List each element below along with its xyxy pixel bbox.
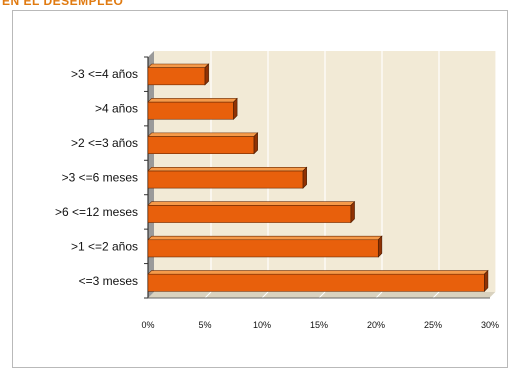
x-tick-label: 15% bbox=[310, 320, 328, 330]
bar-front bbox=[147, 205, 352, 223]
bar-front bbox=[147, 136, 255, 154]
header-title: EN EL DESEMPLEO bbox=[2, 0, 124, 8]
bar bbox=[147, 63, 210, 86]
gridline-floor bbox=[204, 291, 212, 299]
category-label: >1 <=2 años bbox=[71, 239, 138, 253]
gridline-floor bbox=[318, 291, 326, 299]
gridline-floor bbox=[375, 291, 383, 299]
gridline-floor bbox=[489, 291, 497, 299]
bar-front bbox=[147, 170, 304, 189]
bar bbox=[147, 97, 238, 120]
category-label: >3 <=6 meses bbox=[62, 171, 138, 185]
category-label: <=3 meses bbox=[79, 274, 138, 288]
bar-top bbox=[147, 201, 356, 206]
bar-end bbox=[233, 97, 238, 120]
bar-front bbox=[147, 273, 485, 292]
bar-top bbox=[147, 132, 259, 137]
gridline-floor bbox=[261, 291, 269, 299]
bar-front bbox=[147, 239, 379, 258]
x-tick-label: 5% bbox=[198, 320, 211, 330]
bar bbox=[147, 235, 383, 258]
bar-end bbox=[350, 200, 355, 224]
bar-end bbox=[377, 235, 383, 258]
bar-end bbox=[483, 269, 489, 293]
bar-top bbox=[147, 63, 210, 68]
category-label: >4 años bbox=[95, 102, 138, 116]
bar bbox=[147, 166, 308, 189]
bar bbox=[147, 269, 489, 293]
x-tick-label: 0% bbox=[141, 320, 154, 330]
x-tick-label: 20% bbox=[367, 320, 385, 330]
bar-top bbox=[147, 235, 383, 241]
bar-top bbox=[147, 166, 308, 172]
bar-end bbox=[253, 132, 258, 155]
bar bbox=[147, 200, 356, 224]
bar-top bbox=[147, 98, 238, 103]
bar-front bbox=[147, 101, 234, 120]
bar bbox=[147, 132, 259, 155]
category-label: >6 <=12 meses bbox=[55, 205, 138, 219]
bar-end bbox=[204, 63, 209, 86]
bar-front bbox=[147, 67, 206, 86]
x-tick-label: 25% bbox=[424, 320, 442, 330]
bar-end bbox=[302, 166, 307, 189]
bar-top bbox=[147, 270, 489, 275]
gridline-floor bbox=[432, 291, 440, 299]
category-label: >3 <=4 años bbox=[71, 67, 138, 81]
x-tick-label: 10% bbox=[253, 320, 271, 330]
x-tick-label: 30% bbox=[481, 320, 499, 330]
category-label: >2 <=3 años bbox=[71, 136, 138, 150]
